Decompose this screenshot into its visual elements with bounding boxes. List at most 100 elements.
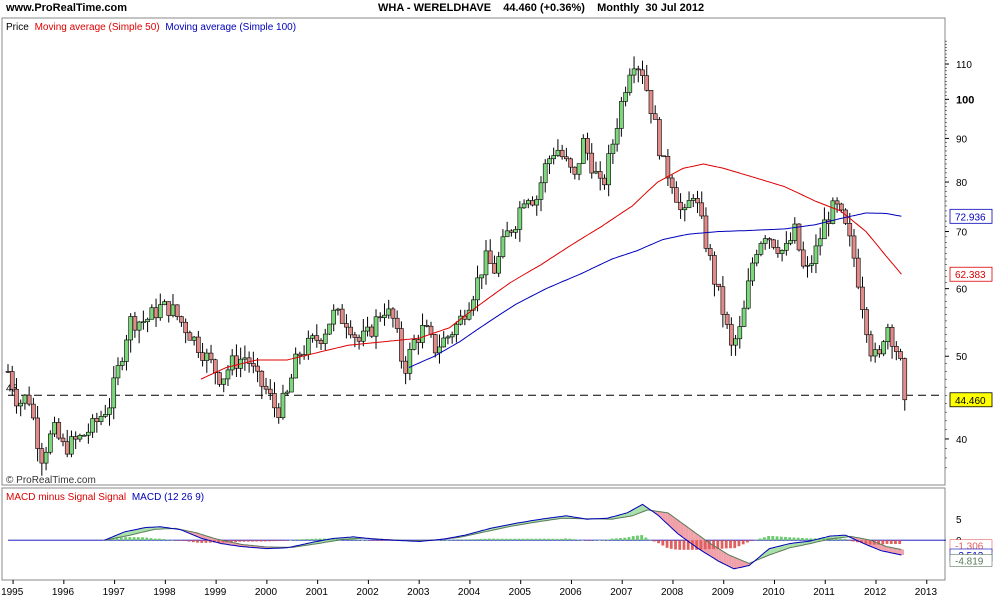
- candle-body: [813, 245, 819, 264]
- candle-body: [365, 326, 370, 332]
- candle-body: [280, 392, 286, 418]
- candle-body: [712, 255, 717, 285]
- candle-body: [293, 353, 298, 379]
- badge-price-box: [949, 392, 993, 408]
- badge-hist-text: -1.306: [955, 542, 984, 553]
- candle-body: [191, 336, 197, 341]
- macd-hist-bar: [767, 536, 770, 541]
- candle-body: [809, 263, 815, 266]
- candle-body: [487, 250, 493, 264]
- candle-body: [318, 339, 324, 344]
- macd-hist-bar: [538, 538, 542, 541]
- macd-hist-bar: [796, 537, 800, 541]
- macd-hist-bar: [674, 540, 677, 550]
- macd-hist-bar: [280, 540, 284, 541]
- macd-hist-bar: [111, 538, 115, 541]
- macd-fill: [203, 535, 206, 540]
- macd-hist-bar: [898, 540, 902, 545]
- candle-body: [90, 418, 95, 433]
- macd-hist-bar: [834, 538, 838, 541]
- candle-body: [492, 263, 497, 274]
- macd-hist-bar: [255, 540, 259, 542]
- macd-hist-bar: [521, 538, 525, 541]
- price-panel-frame: [1, 17, 946, 486]
- x-tick-label: 2007: [610, 587, 633, 598]
- candle-body: [221, 378, 227, 385]
- macd-hist-bar: [775, 536, 779, 541]
- macd-fill: [675, 518, 679, 534]
- macd-hist-bar: [196, 540, 199, 543]
- x-tick-label: 2002: [356, 587, 379, 598]
- candle-body: [661, 155, 666, 158]
- macd-hist-bar: [686, 540, 690, 550]
- macd-hist-bar: [733, 540, 737, 549]
- candle-body: [902, 358, 908, 401]
- macd-fill: [744, 561, 747, 567]
- macd-hist-bar: [784, 536, 787, 541]
- macd-hist-bar: [475, 539, 479, 541]
- macd-hist-bar: [318, 538, 322, 541]
- price-series: 45: [5, 56, 944, 476]
- price-tick-label: 40: [956, 435, 968, 446]
- x-tick-label: 2013: [915, 587, 938, 598]
- macd-fill: [683, 523, 686, 540]
- macd-hist-bar: [889, 540, 893, 544]
- candle-body: [839, 203, 844, 211]
- macd-hist-bar: [661, 540, 665, 546]
- candle-body: [500, 236, 506, 257]
- badge-ma100-text: 72.936: [955, 212, 986, 223]
- macd-hist-bar: [132, 537, 136, 541]
- candle-body: [394, 317, 400, 329]
- macd-hist-bar: [530, 538, 534, 541]
- macd-fill: [637, 505, 640, 514]
- candle-body: [356, 337, 362, 342]
- macd-hist-bar: [369, 540, 373, 541]
- macd-hist-bar: [183, 540, 187, 541]
- macd-hist-bar: [707, 540, 711, 550]
- candle-body: [695, 198, 700, 204]
- candle-body: [217, 372, 222, 385]
- candle-body: [208, 352, 214, 361]
- candle-body: [483, 250, 489, 276]
- macd-hist-bar: [652, 540, 656, 542]
- candle-body: [750, 262, 755, 282]
- macd-fill: [777, 546, 780, 553]
- macd-hist-bar: [792, 537, 796, 541]
- macd-hist-bar: [779, 536, 783, 541]
- macd-fill: [771, 547, 775, 555]
- candle-body: [471, 299, 476, 311]
- macd-hist-bar: [365, 540, 369, 541]
- candle-body: [525, 200, 531, 205]
- macd-hist-bar: [153, 538, 157, 541]
- candle-body: [745, 280, 751, 309]
- candle-body: [339, 308, 345, 324]
- candle-body: [504, 230, 510, 238]
- macd-hist-bar: [115, 538, 119, 541]
- candle-body: [331, 309, 337, 325]
- legend-ma50: Moving average (Simple 50): [35, 22, 160, 33]
- candle-body: [196, 336, 201, 353]
- candle-body: [767, 238, 772, 241]
- macd-hist-bar: [107, 539, 111, 541]
- candle-body: [762, 238, 768, 244]
- macd-hist-bar: [259, 540, 263, 542]
- macd-hist-bar: [246, 540, 250, 542]
- macd-fill: [736, 558, 739, 569]
- macd-hist-bar: [301, 539, 305, 541]
- macd-fill: [896, 548, 899, 555]
- candle-body: [741, 307, 747, 327]
- macd-hist-bar: [619, 538, 622, 541]
- macd-fill: [678, 520, 681, 536]
- macd-hist-bar: [678, 540, 682, 550]
- macd-hist-bar: [293, 539, 297, 541]
- candle-body: [665, 156, 671, 179]
- candle-body: [817, 238, 823, 247]
- candle-body: [174, 304, 180, 317]
- candle-body: [445, 336, 451, 339]
- candle-body: [306, 337, 311, 355]
- candle-body: [580, 138, 586, 164]
- macd-hist-bar: [839, 538, 842, 541]
- candle-body: [5, 371, 11, 373]
- macd-hist-bar: [741, 540, 745, 545]
- x-tick-label: 1995: [1, 587, 24, 598]
